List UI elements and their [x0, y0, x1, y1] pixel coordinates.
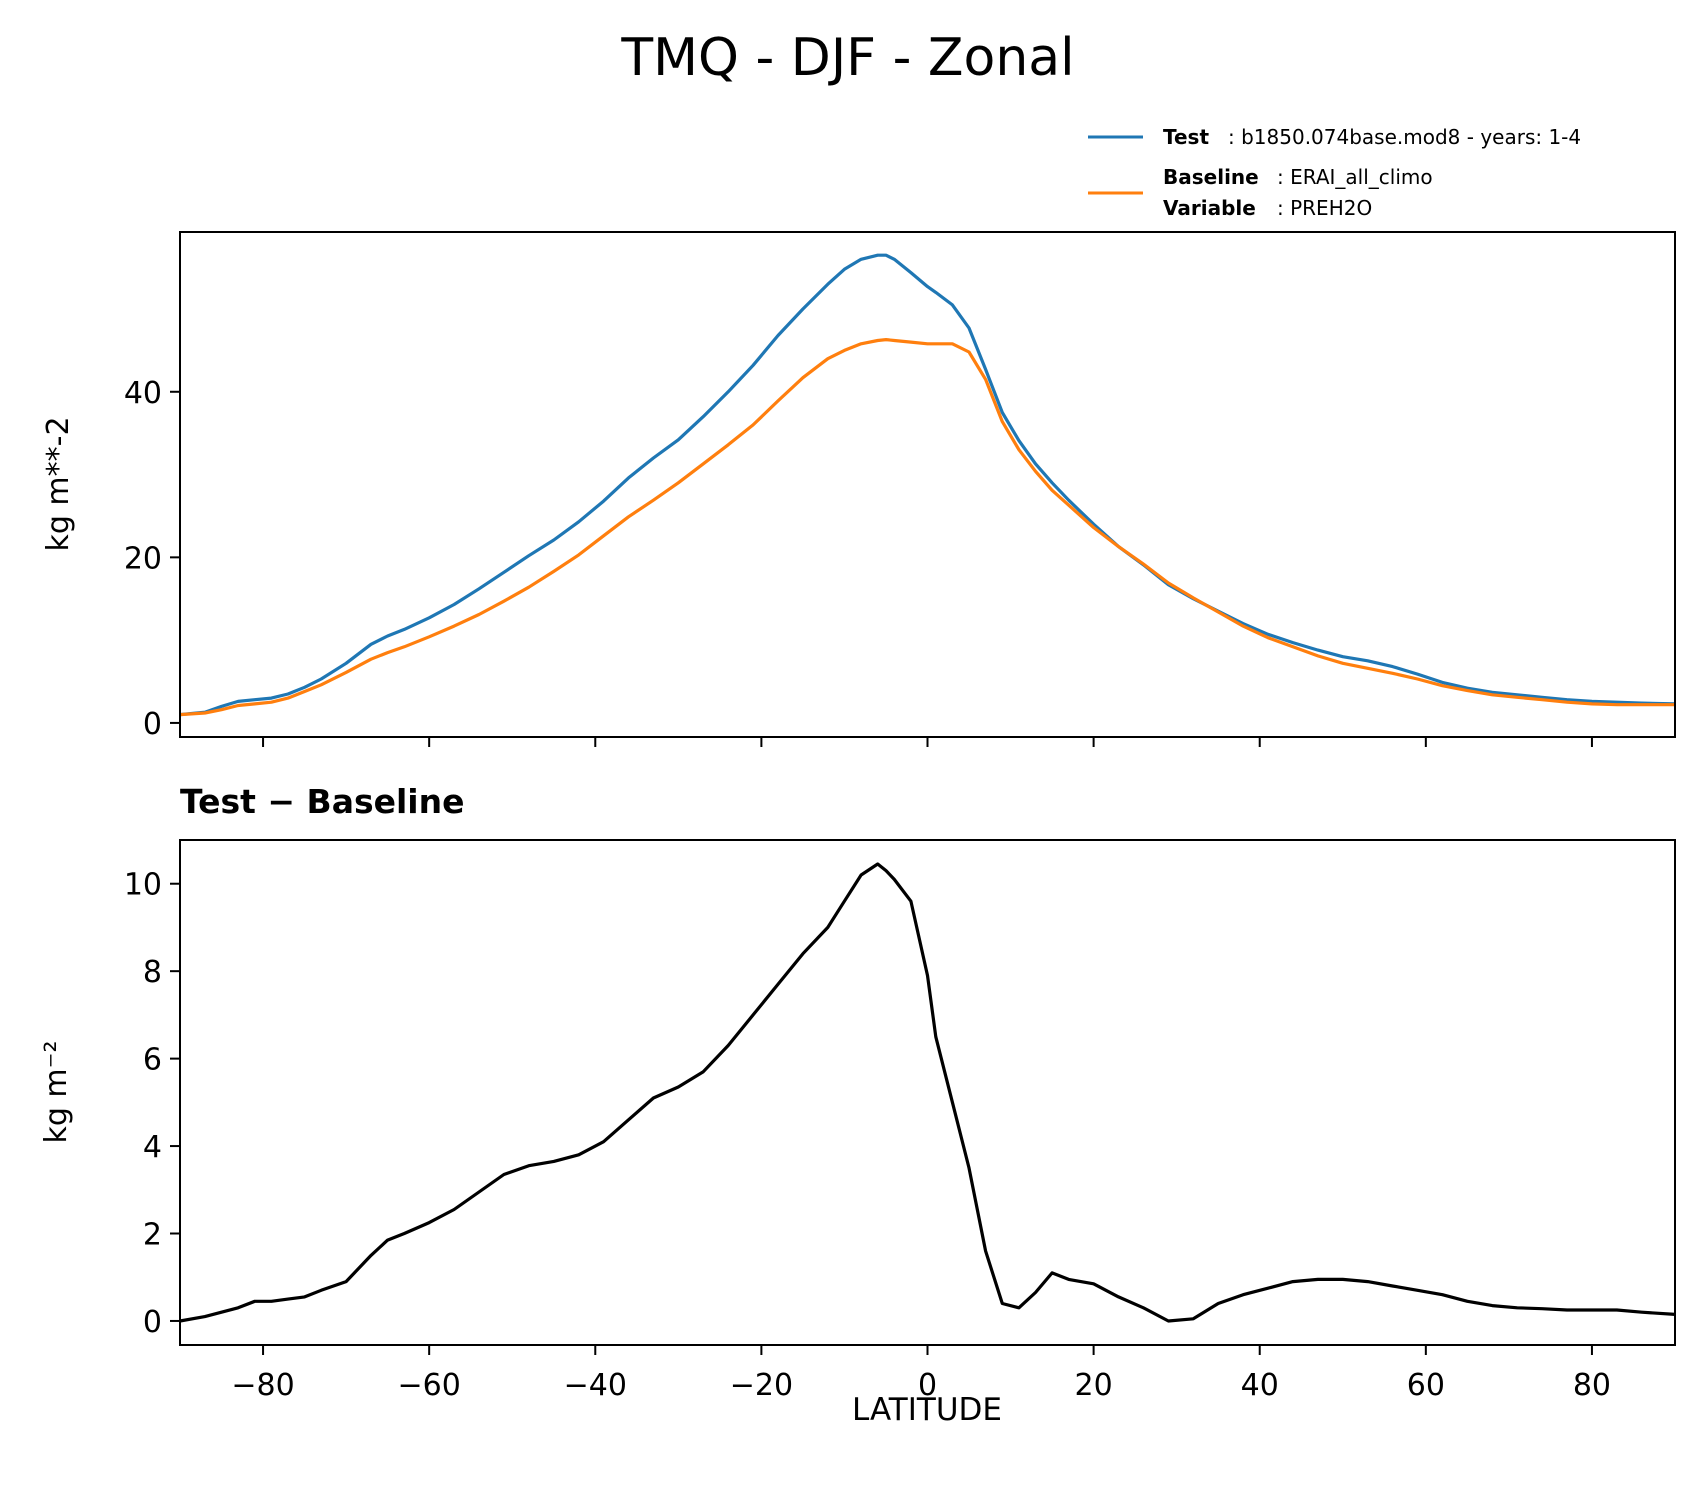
legend-test-value: : b1850.074base.mod8 - years: 1-4 — [1228, 125, 1581, 149]
top-ytick-label: 0 — [143, 707, 162, 742]
bottom-xtick-label: 60 — [1407, 1368, 1445, 1403]
legend-variable-value: : PREH2O — [1277, 196, 1372, 220]
top-ytick-label: 40 — [124, 376, 162, 411]
bottom-ytick-label: 10 — [124, 868, 162, 903]
legend-variable-key: Variable — [1163, 196, 1256, 220]
top-series-test-line — [179, 253, 1676, 717]
bottom-xtick-label: −80 — [231, 1368, 294, 1403]
bottom-ytick-label: 2 — [143, 1218, 162, 1253]
legend-baseline-key: Baseline — [1163, 165, 1259, 189]
bottom-ytick-label: 4 — [143, 1130, 162, 1165]
bottom-xtick-label: −60 — [398, 1368, 461, 1403]
bottom-xtick-label: −40 — [564, 1368, 627, 1403]
bottom-panel-title: Test − Baseline — [180, 782, 465, 821]
top-series-baseline-line — [179, 338, 1675, 717]
bottom-xtick-label: 20 — [1075, 1368, 1113, 1403]
bottom-axes-frame — [179, 839, 1676, 1346]
x-axis-label: LATITUDE — [852, 1392, 1002, 1428]
bottom-xtick-label: 80 — [1573, 1368, 1611, 1403]
bottom-ytick-label: 8 — [143, 955, 162, 990]
top-axes-frame — [179, 231, 1676, 738]
legend-test-key: Test — [1163, 125, 1209, 149]
bottom-ytick-label: 0 — [143, 1305, 162, 1340]
top-ytick-label: 20 — [124, 541, 162, 576]
bottom-series-test-baseline-line — [179, 862, 1676, 1323]
bottom-panel: Test − Baseline −80 −60 −40 −20 0 20 40 60 80 0 2 4… — [39, 782, 1676, 1428]
legend: Test : b1850.074base.mod8 - years: 1-4 B… — [1088, 125, 1581, 220]
bottom-xtick-label: 0 — [918, 1368, 937, 1403]
bottom-ylabel: kg m⁻² — [39, 1040, 74, 1143]
top-ylabel: kg m**-2 — [41, 416, 76, 551]
bottom-xtick-label: 40 — [1241, 1368, 1279, 1403]
bottom-xtick-label: −20 — [730, 1368, 793, 1403]
legend-baseline-value: : ERAI_all_climo — [1277, 165, 1433, 189]
top-panel: 0 20 40 kg m**-2 — [41, 231, 1676, 747]
bottom-ytick-label: 6 — [143, 1043, 162, 1078]
figure-title: TMQ - DJF - Zonal — [620, 28, 1074, 88]
